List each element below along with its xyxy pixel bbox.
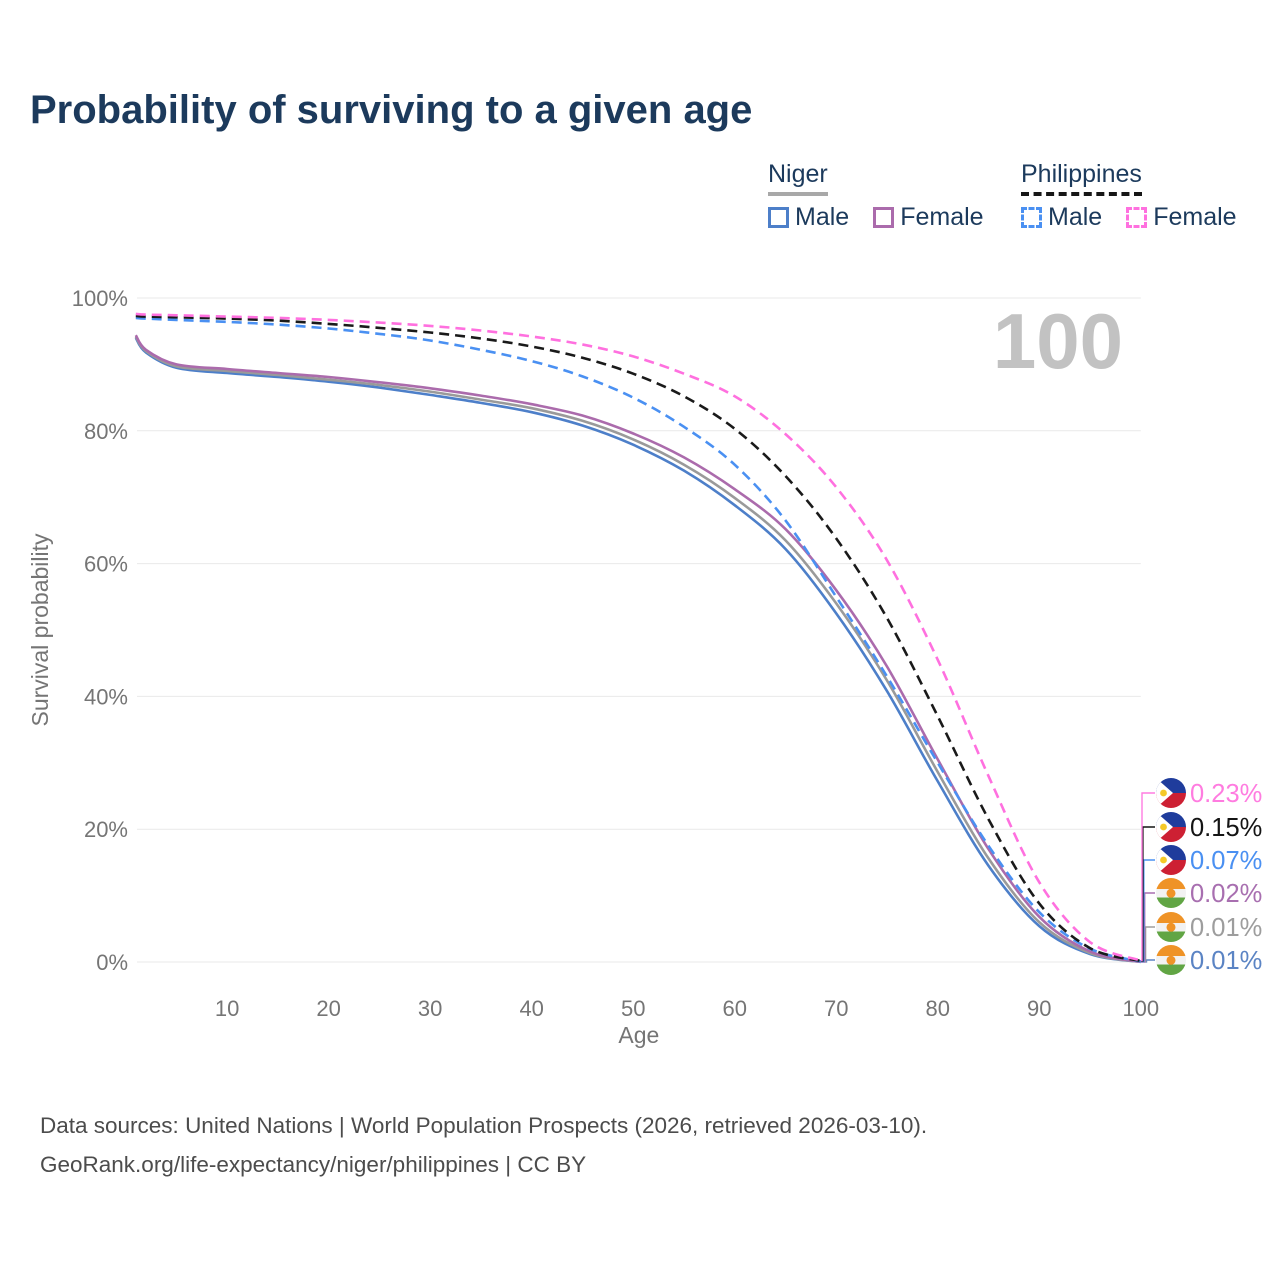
attribution-line: GeoRank.org/life-expectancy/niger/philip… xyxy=(40,1152,587,1177)
x-tick-label-6: 70 xyxy=(824,996,848,1021)
niger-flag-icon xyxy=(1156,945,1186,975)
legend-philippines-female-label: Female xyxy=(1153,203,1237,231)
curve-niger-male[interactable] xyxy=(134,337,1141,964)
legend-group-niger: Niger Male Female xyxy=(768,160,984,232)
end-label-connector-philippines-female xyxy=(1140,792,1155,962)
legend-niger-items: Male Female xyxy=(768,203,984,232)
end-value-label-philippines-female: 0.23% xyxy=(1190,780,1262,808)
curve-niger-female[interactable] xyxy=(134,334,1142,964)
end-value-label-niger-female: 0.02% xyxy=(1190,880,1262,908)
x-axis-label: Age xyxy=(618,1022,659,1048)
legend-item-niger-male[interactable]: Male xyxy=(768,203,849,232)
curve-philippines-male[interactable] xyxy=(135,316,1142,963)
philippines-flag-icon xyxy=(1156,845,1186,875)
y-tick-label-1: 20% xyxy=(84,817,128,842)
niger-flag-icon xyxy=(1156,912,1186,942)
end-label-connector-philippines-both xyxy=(1140,826,1155,962)
legend-niger-male-label: Male xyxy=(795,203,850,231)
legend-philippines-male-label: Male xyxy=(1048,203,1103,231)
x-tick-label-8: 90 xyxy=(1027,996,1051,1021)
x-tick-label-3: 40 xyxy=(519,996,543,1021)
x-tick-label-4: 50 xyxy=(621,996,645,1021)
x-tick-label-5: 60 xyxy=(722,996,746,1021)
x-tick-label-1: 20 xyxy=(316,996,340,1021)
legend-philippines-title[interactable]: Philippines xyxy=(1021,160,1142,196)
end-value-label-niger-male: 0.01% xyxy=(1190,947,1262,975)
y-tick-label-4: 80% xyxy=(84,419,128,444)
page-title: Probability of surviving to a given age xyxy=(30,88,753,132)
x-tick-label-9: 100 xyxy=(1122,996,1159,1021)
legend-item-niger-female[interactable]: Female xyxy=(873,203,984,232)
x-tick-label-7: 80 xyxy=(926,996,950,1021)
philippines-flag-icon xyxy=(1156,812,1186,842)
end-value-label-niger-both: 0.01% xyxy=(1190,914,1262,942)
y-tick-label-2: 40% xyxy=(84,684,128,709)
x-tick-label-0: 10 xyxy=(215,996,239,1021)
niger-flag-icon xyxy=(1156,878,1186,908)
age-indicator-watermark: 100 xyxy=(993,297,1123,385)
footer: Data sources: United Nations | World Pop… xyxy=(40,1106,927,1184)
x-tick-label-2: 30 xyxy=(418,996,442,1021)
niger-female-swatch-icon xyxy=(873,207,895,228)
y-tick-label-3: 60% xyxy=(84,552,128,577)
data-sources-line: Data sources: United Nations | World Pop… xyxy=(40,1113,928,1138)
curve-niger-both[interactable] xyxy=(134,335,1142,964)
legend-philippines-items: Male Female xyxy=(1021,203,1237,232)
legend-group-philippines: Philippines Male Female xyxy=(1021,160,1237,232)
y-tick-label-0: 0% xyxy=(96,950,128,975)
curve-philippines-female[interactable] xyxy=(135,312,1142,962)
legend-item-philippines-female[interactable]: Female xyxy=(1126,203,1237,232)
philippines-flag-icon xyxy=(1156,778,1186,808)
legend-item-philippines-male[interactable]: Male xyxy=(1021,203,1102,232)
y-axis-label: Survival probability xyxy=(27,533,53,727)
legend-niger-female-label: Female xyxy=(900,203,984,231)
niger-male-swatch-icon xyxy=(768,207,789,228)
end-value-label-philippines-male: 0.07% xyxy=(1190,847,1262,875)
curve-philippines-both[interactable] xyxy=(135,314,1142,963)
philippines-female-swatch-icon xyxy=(1126,207,1148,228)
end-value-label-philippines-both: 0.15% xyxy=(1190,814,1262,842)
legend-niger-title[interactable]: Niger xyxy=(768,160,828,196)
philippines-male-swatch-icon xyxy=(1021,207,1042,228)
y-tick-label-5: 100% xyxy=(72,286,128,311)
